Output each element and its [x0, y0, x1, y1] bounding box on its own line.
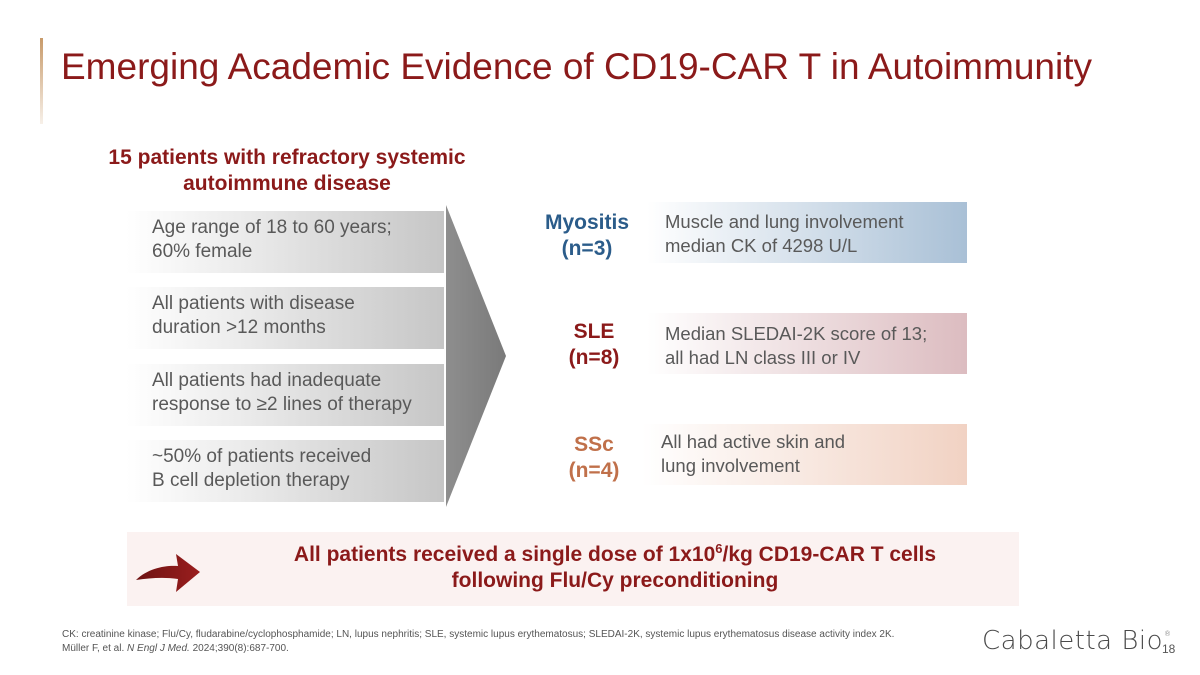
summary-part2: /kg CD19-CAR T cells: [722, 543, 937, 566]
reference-citation: 2024;390(8):687-700.: [189, 643, 289, 654]
disease-detail: Median SLEDAI-2K score of 13;: [665, 323, 928, 344]
reference-authors: Müller F, et al.: [62, 643, 128, 654]
logo-text: Cabaletta Bio: [982, 626, 1163, 656]
summary-part1: All patients received a single dose of 1…: [293, 543, 716, 566]
disease-count: (n=8): [568, 346, 620, 369]
title-accent-bar: [40, 38, 43, 124]
criteria-text: duration >12 months: [152, 317, 326, 338]
registered-mark: ®: [1163, 630, 1172, 638]
summary-line2: following Flu/Cy preconditioning: [451, 569, 779, 592]
disease-count: (n=4): [568, 459, 620, 482]
criteria-text: All patients with disease: [152, 293, 355, 314]
cohort-heading-line1: 15 patients with refractory systemic: [108, 146, 466, 169]
disease-detail: All had active skin and: [661, 431, 846, 452]
criteria-box-duration: All patients with disease duration >12 m…: [126, 287, 444, 349]
page-number: 18: [1162, 642, 1176, 656]
curved-arrow-icon: [136, 554, 200, 592]
disease-detail: lung involvement: [661, 455, 800, 476]
disease-detail: all had LN class III or IV: [665, 347, 861, 368]
disease-count: (n=3): [561, 237, 613, 260]
disease-name: SSc: [574, 433, 614, 456]
cohort-heading-line2: autoimmune disease: [183, 172, 391, 195]
summary-box: [127, 532, 1019, 606]
cohort-heading: 15 patients with refractory systemic aut…: [80, 145, 494, 197]
disease-box-myositis: Muscle and lung involvement median CK of…: [647, 202, 967, 263]
disease-box-sle: Median SLEDAI-2K score of 13; all had LN…: [647, 313, 967, 374]
disease-label-ssc: SSc (n=4): [534, 432, 654, 484]
criteria-text: Age range of 18 to 60 years;: [152, 217, 392, 238]
criteria-text: 60% female: [152, 241, 253, 262]
disease-name: Myositis: [544, 211, 630, 234]
company-logo: Cabaletta Bio®: [982, 626, 1171, 656]
criteria-text: response to ≥2 lines of therapy: [152, 394, 412, 415]
criteria-text: B cell depletion therapy: [152, 470, 350, 491]
disease-box-ssc: All had active skin and lung involvement: [642, 424, 967, 485]
footnote: CK: creatinine kinase; Flu/Cy, fludarabi…: [62, 629, 895, 640]
criteria-box-response: All patients had inadequate response to …: [126, 364, 444, 426]
criteria-text: All patients had inadequate: [152, 370, 382, 391]
slide-title: Emerging Academic Evidence of CD19-CAR T…: [61, 46, 1092, 87]
disease-name: SLE: [573, 320, 615, 343]
disease-label-myositis: Myositis (n=3): [527, 210, 647, 262]
reference: Müller F, et al. N Engl J Med. 2024;390(…: [62, 642, 289, 656]
disease-detail: Muscle and lung involvement: [665, 211, 904, 232]
funnel-arrow-icon: [446, 205, 506, 507]
disease-label-sle: SLE (n=8): [534, 319, 654, 371]
criteria-box-b-cell: ~50% of patients received B cell depleti…: [126, 440, 444, 502]
reference-journal: N Engl J Med.: [127, 643, 190, 654]
summary-text: All patients received a single dose of 1…: [230, 542, 1000, 594]
criteria-text: ~50% of patients received: [152, 446, 372, 467]
summary-superscript: 6: [715, 541, 723, 556]
criteria-box-age: Age range of 18 to 60 years; 60% female: [126, 211, 444, 273]
disease-detail: median CK of 4298 U/L: [665, 235, 858, 256]
